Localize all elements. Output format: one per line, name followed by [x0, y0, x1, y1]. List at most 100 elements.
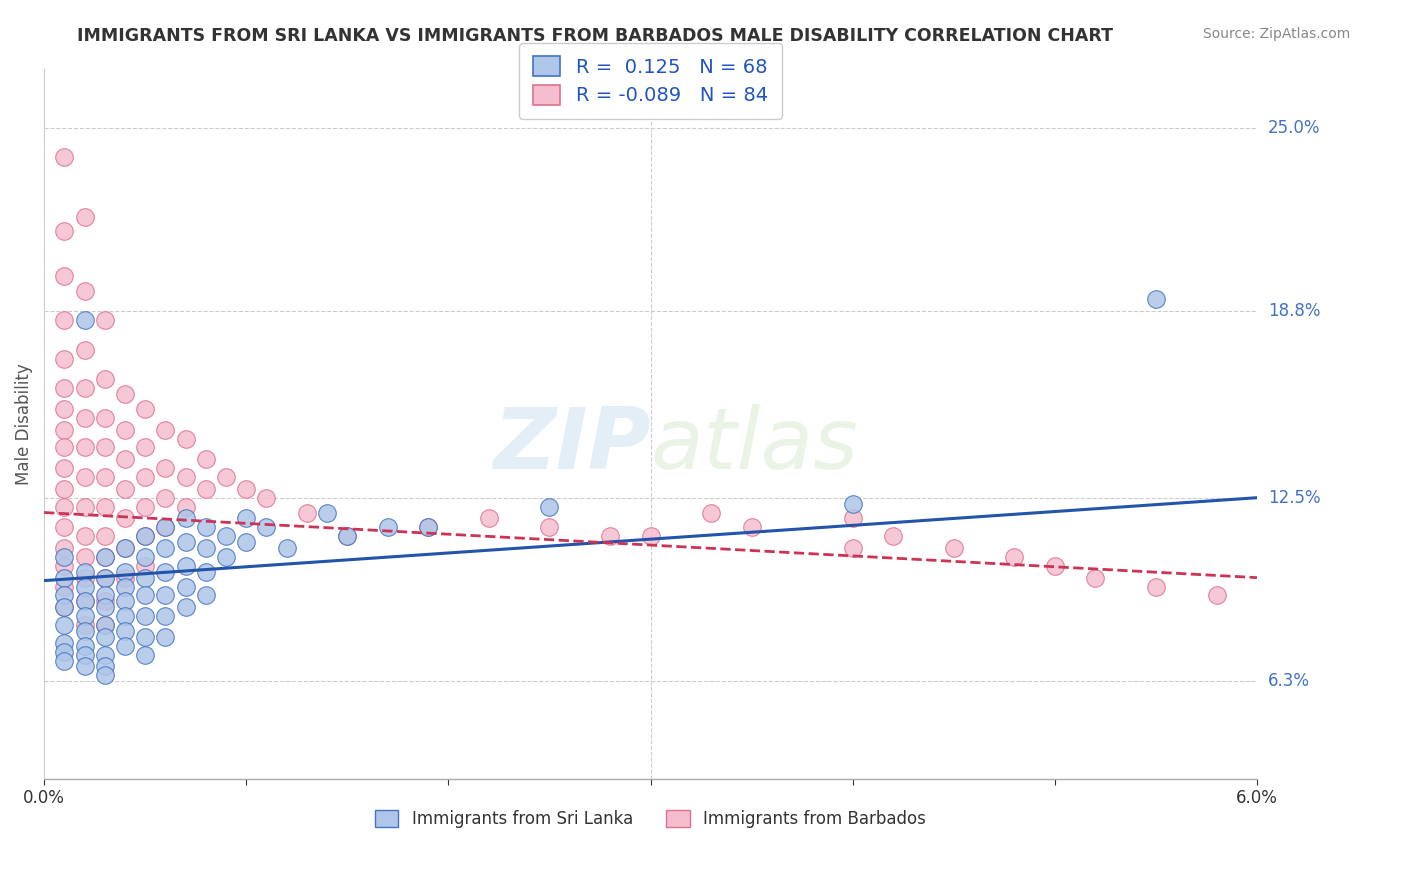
- Point: [841, 541, 863, 555]
- Point: [114, 511, 136, 525]
- Point: [94, 441, 117, 455]
- Point: [155, 491, 177, 505]
- Point: [478, 511, 501, 525]
- Point: [174, 511, 197, 525]
- Point: [215, 470, 238, 484]
- Text: IMMIGRANTS FROM SRI LANKA VS IMMIGRANTS FROM BARBADOS MALE DISABILITY CORRELATIO: IMMIGRANTS FROM SRI LANKA VS IMMIGRANTS …: [77, 27, 1114, 45]
- Point: [134, 529, 156, 543]
- Point: [194, 520, 217, 534]
- Point: [276, 541, 298, 555]
- Point: [73, 549, 96, 564]
- Point: [256, 491, 278, 505]
- Point: [53, 401, 76, 416]
- Point: [53, 482, 76, 496]
- Point: [155, 630, 177, 644]
- Point: [134, 401, 156, 416]
- Text: ZIP: ZIP: [494, 403, 651, 486]
- Point: [134, 529, 156, 543]
- Point: [53, 653, 76, 667]
- Point: [194, 588, 217, 602]
- Point: [53, 549, 76, 564]
- Point: [94, 668, 117, 682]
- Point: [73, 594, 96, 608]
- Point: [53, 588, 76, 602]
- Point: [418, 520, 440, 534]
- Point: [194, 565, 217, 579]
- Point: [155, 588, 177, 602]
- Point: [94, 549, 117, 564]
- Point: [73, 313, 96, 327]
- Point: [1144, 580, 1167, 594]
- Point: [73, 639, 96, 653]
- Point: [1043, 558, 1066, 573]
- Point: [53, 600, 76, 615]
- Point: [114, 609, 136, 624]
- Point: [194, 452, 217, 467]
- Point: [114, 639, 136, 653]
- Point: [53, 520, 76, 534]
- Point: [94, 410, 117, 425]
- Point: [155, 520, 177, 534]
- Point: [256, 520, 278, 534]
- Point: [73, 648, 96, 662]
- Point: [53, 461, 76, 475]
- Point: [53, 645, 76, 659]
- Point: [700, 506, 723, 520]
- Point: [1205, 588, 1227, 602]
- Point: [94, 594, 117, 608]
- Point: [741, 520, 763, 534]
- Point: [538, 520, 561, 534]
- Point: [155, 423, 177, 437]
- Point: [235, 511, 257, 525]
- Point: [174, 580, 197, 594]
- Point: [114, 482, 136, 496]
- Point: [73, 210, 96, 224]
- Point: [73, 470, 96, 484]
- Point: [418, 520, 440, 534]
- Point: [1144, 293, 1167, 307]
- Point: [94, 648, 117, 662]
- Point: [134, 549, 156, 564]
- Point: [94, 529, 117, 543]
- Point: [94, 372, 117, 386]
- Point: [155, 461, 177, 475]
- Point: [155, 541, 177, 555]
- Text: 6.3%: 6.3%: [1268, 673, 1310, 690]
- Point: [841, 497, 863, 511]
- Point: [53, 618, 76, 632]
- Point: [53, 600, 76, 615]
- Point: [114, 541, 136, 555]
- Point: [73, 659, 96, 673]
- Text: 18.8%: 18.8%: [1268, 302, 1320, 320]
- Point: [73, 441, 96, 455]
- Point: [73, 580, 96, 594]
- Point: [1002, 549, 1025, 564]
- Point: [73, 500, 96, 514]
- Point: [114, 541, 136, 555]
- Point: [53, 500, 76, 514]
- Point: [53, 381, 76, 395]
- Point: [155, 520, 177, 534]
- Point: [114, 624, 136, 638]
- Point: [94, 313, 117, 327]
- Point: [73, 618, 96, 632]
- Point: [114, 594, 136, 608]
- Point: [53, 351, 76, 366]
- Point: [174, 535, 197, 549]
- Point: [53, 636, 76, 650]
- Point: [73, 529, 96, 543]
- Point: [114, 423, 136, 437]
- Point: [174, 500, 197, 514]
- Text: atlas: atlas: [651, 403, 859, 486]
- Point: [1084, 571, 1107, 585]
- Point: [194, 541, 217, 555]
- Point: [114, 571, 136, 585]
- Point: [155, 565, 177, 579]
- Point: [73, 284, 96, 298]
- Point: [73, 410, 96, 425]
- Point: [94, 630, 117, 644]
- Point: [155, 609, 177, 624]
- Point: [538, 500, 561, 514]
- Point: [134, 500, 156, 514]
- Point: [73, 571, 96, 585]
